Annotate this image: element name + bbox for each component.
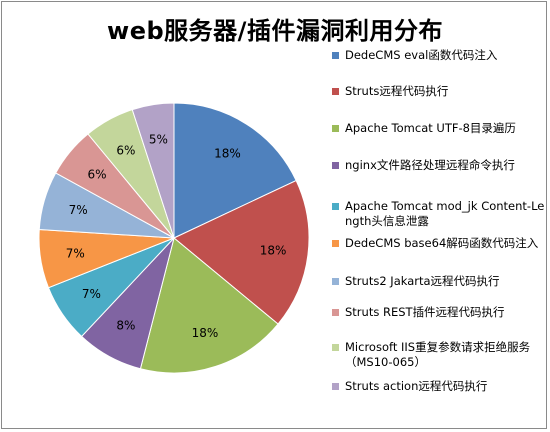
slice-data-label-5: 7%	[82, 287, 101, 301]
legend-swatch	[332, 125, 339, 132]
pie-slice-10	[131, 102, 175, 239]
pie-slice-2	[173, 179, 310, 325]
pie-slice-3	[139, 237, 279, 374]
legend-label: Microsoft IIS重复参数请求拒绝服务（MS10-065）	[345, 340, 531, 369]
legend-swatch	[332, 162, 339, 169]
legend-label: Struts远程代码执行	[345, 84, 449, 98]
legend-swatch	[332, 240, 339, 247]
slice-data-label-4: 8%	[116, 319, 135, 333]
legend-label: Struts action远程代码执行	[345, 379, 488, 393]
legend-label: DedeCMS base64解码函数代码注入	[345, 236, 539, 250]
slice-data-label-8: 6%	[87, 167, 106, 181]
legend-label: Apache Tomcat mod_jk Content-Length头信息泄露	[345, 199, 545, 228]
legend-swatch	[332, 344, 339, 351]
slice-data-label-3: 18%	[192, 326, 219, 340]
slice-data-label-10: 5%	[149, 132, 168, 146]
chart-title: web服务器/插件漏洞利用分布	[107, 17, 443, 45]
legend-label: Struts REST插件远程代码执行	[345, 305, 505, 319]
legend-label: Apache Tomcat UTF-8目录遍历	[345, 121, 516, 135]
legend-swatch	[332, 52, 339, 59]
legend-swatch	[332, 383, 339, 390]
legend-swatch	[332, 278, 339, 285]
legend-label: Struts2 Jakarta远程代码执行	[345, 274, 500, 288]
slice-data-label-2: 18%	[260, 244, 287, 258]
legend-label: nginx文件路径处理远程命令执行	[345, 158, 515, 172]
pie-slice-1	[173, 102, 297, 239]
slice-data-label-7: 7%	[69, 203, 88, 217]
slice-data-label-9: 6%	[116, 144, 135, 158]
slice-data-label-1: 18%	[214, 147, 241, 161]
legend-swatch	[332, 309, 339, 316]
legend-swatch	[332, 203, 339, 210]
legend-swatch	[332, 88, 339, 95]
legend-label: DedeCMS eval函数代码注入	[345, 48, 498, 62]
slice-data-label-6: 7%	[66, 247, 85, 261]
